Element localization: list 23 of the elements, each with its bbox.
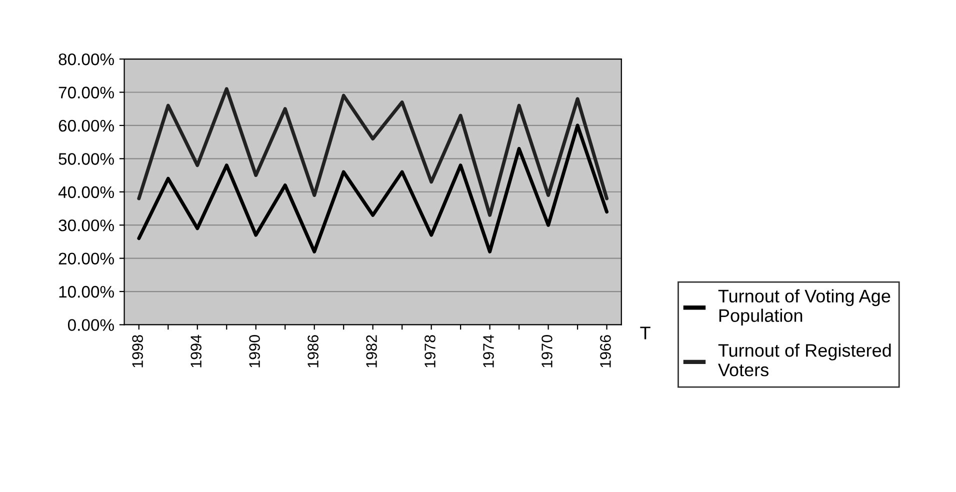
line-series (137, 124, 609, 254)
x-tick-label: 1982 (366, 335, 377, 368)
x-tick-label: 1994 (190, 334, 202, 368)
x-tick-label: 1970 (542, 335, 552, 368)
y-tick-label: 50.00% (58, 153, 114, 165)
legend-label: Turnout of Registered Voters (718, 344, 891, 376)
x-tick-label: 1974 (483, 334, 494, 368)
x-tick-label: 1966 (600, 335, 611, 368)
y-tick-label: 80.00% (58, 53, 114, 66)
text: T (640, 326, 650, 340)
y-tick-label: 40.00% (58, 186, 114, 198)
y-tick-label: 70.00% (58, 86, 114, 98)
y-tick-label: 10.00% (59, 286, 114, 298)
legend-label: Turnout of Voting Age Population (718, 289, 890, 326)
y-tick-label: 20.00% (58, 252, 114, 265)
x-tick-label: 1978 (424, 335, 436, 368)
line-series (137, 87, 609, 217)
x-tick-label: 1986 (308, 335, 318, 368)
y-tick-label: 0.00% (68, 319, 114, 331)
y-tick-label: 30.00% (58, 219, 114, 232)
x-tick-label: 1998 (132, 335, 143, 368)
y-tick-label: 60.00% (58, 120, 114, 132)
x-tick-label: 1990 (249, 335, 260, 368)
